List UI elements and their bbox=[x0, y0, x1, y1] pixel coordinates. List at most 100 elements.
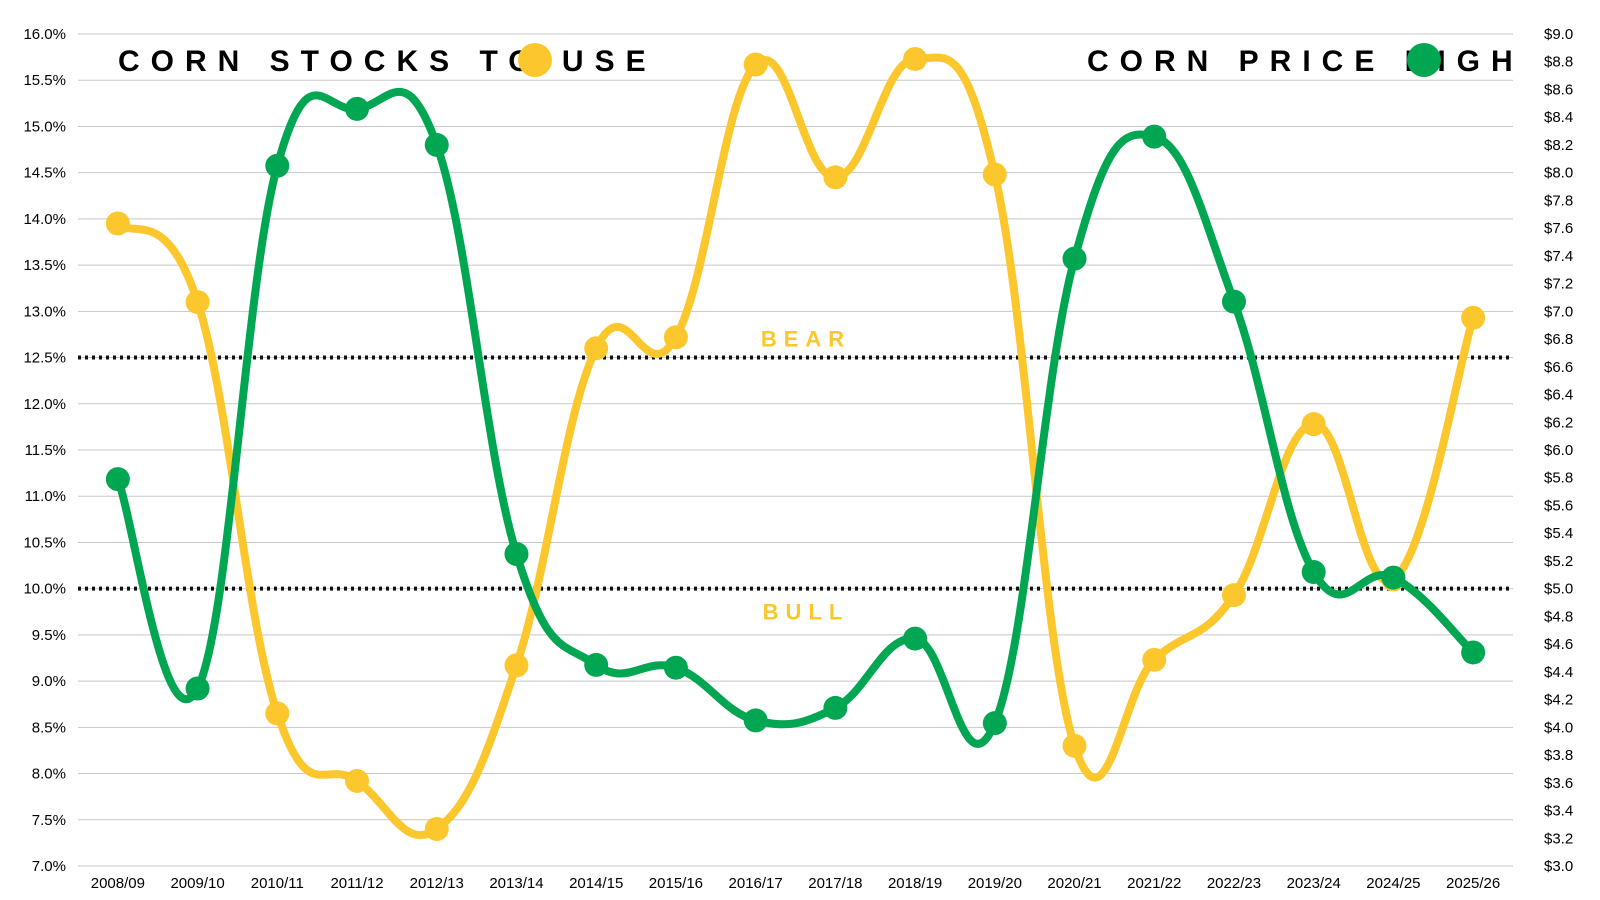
left-tick-label: 10.5% bbox=[23, 534, 66, 551]
right-tick-label: $6.4 bbox=[1544, 387, 1573, 404]
x-tick-label: 2020/21 bbox=[1047, 875, 1101, 892]
left-tick-label: 11.0% bbox=[25, 488, 66, 505]
data-point-corn-price-high bbox=[185, 676, 210, 701]
left-tick-label: 8.0% bbox=[32, 766, 66, 783]
data-point-corn-price-high bbox=[982, 711, 1007, 736]
data-point-corn-price-high bbox=[1221, 289, 1246, 314]
right-tick-label: $8.6 bbox=[1544, 81, 1573, 98]
right-tick-label: $4.2 bbox=[1544, 692, 1573, 709]
left-tick-label: 9.5% bbox=[32, 627, 66, 644]
right-tick-label: $3.0 bbox=[1544, 858, 1573, 875]
right-tick-label: $4.0 bbox=[1544, 719, 1573, 736]
x-tick-label: 2022/23 bbox=[1207, 875, 1261, 892]
right-tick-label: $7.6 bbox=[1544, 220, 1573, 237]
x-tick-label: 2017/18 bbox=[808, 875, 862, 892]
data-point-corn-price-high bbox=[1062, 246, 1087, 271]
left-tick-label: 14.0% bbox=[23, 211, 66, 228]
left-tick-label: 14.5% bbox=[23, 165, 66, 182]
left-tick-label: 13.0% bbox=[23, 303, 66, 320]
right-tick-label: $5.4 bbox=[1544, 525, 1573, 542]
left-tick-label: 10.0% bbox=[23, 581, 66, 598]
left-tick-label: 12.0% bbox=[23, 396, 66, 413]
data-point-corn-stocks-to-use bbox=[105, 211, 130, 236]
right-tick-label: $8.2 bbox=[1544, 137, 1573, 154]
x-tick-label: 2008/09 bbox=[91, 875, 145, 892]
x-tick-label: 2024/25 bbox=[1366, 875, 1420, 892]
right-tick-label: $8.4 bbox=[1544, 109, 1573, 126]
right-tick-label: $4.8 bbox=[1544, 608, 1573, 625]
right-tick-label: $6.8 bbox=[1544, 331, 1573, 348]
data-point-corn-stocks-to-use bbox=[584, 336, 609, 361]
right-tick-label: $5.8 bbox=[1544, 470, 1573, 487]
left-tick-label: 11.5% bbox=[25, 442, 66, 459]
left-tick-label: 15.0% bbox=[23, 118, 66, 135]
reference-lines: BEAR BULL bbox=[78, 327, 1513, 625]
x-tick-label: 2019/20 bbox=[968, 875, 1022, 892]
data-point-corn-stocks-to-use bbox=[1142, 647, 1167, 672]
right-tick-label: $5.6 bbox=[1544, 497, 1573, 514]
legend-price-label: CORN PRICE HIGH bbox=[1087, 45, 1524, 78]
right-tick-label: $3.8 bbox=[1544, 747, 1573, 764]
right-tick-label: $3.4 bbox=[1544, 803, 1573, 820]
x-tick-label: 2010/11 bbox=[251, 875, 304, 892]
x-tick-label: 2009/10 bbox=[170, 875, 224, 892]
x-tick-label: 2012/13 bbox=[410, 875, 464, 892]
data-point-corn-stocks-to-use bbox=[903, 46, 928, 71]
data-point-corn-stocks-to-use bbox=[1461, 305, 1486, 330]
data-point-corn-stocks-to-use bbox=[345, 768, 370, 793]
data-point-corn-stocks-to-use bbox=[424, 817, 449, 842]
right-tick-label: $8.8 bbox=[1544, 54, 1573, 71]
series-corn-price-high bbox=[105, 87, 1486, 748]
legend-stocks: CORN STOCKS TO USE bbox=[118, 43, 657, 78]
right-tick-label: $9.0 bbox=[1544, 26, 1573, 43]
zone-label-bear: BEAR bbox=[761, 327, 851, 352]
data-point-corn-stocks-to-use bbox=[823, 165, 848, 190]
x-tick-label: 2013/14 bbox=[489, 875, 543, 892]
data-point-corn-stocks-to-use bbox=[663, 325, 688, 350]
gridlines bbox=[78, 33, 1513, 867]
left-tick-label: 7.0% bbox=[32, 858, 66, 875]
right-tick-label: $3.2 bbox=[1544, 830, 1573, 847]
x-tick-label: 2023/24 bbox=[1287, 875, 1341, 892]
left-tick-label: 8.5% bbox=[32, 719, 66, 736]
data-point-corn-stocks-to-use bbox=[1221, 583, 1246, 608]
right-axis: $3.0 $3.2 $3.4 $3.6 $3.8 $4.0 $4.2 $4.4 $4.6 $4.8… bbox=[1544, 26, 1573, 875]
legend-stocks-label: CORN STOCKS TO USE bbox=[118, 45, 657, 78]
data-point-corn-price-high bbox=[1142, 124, 1167, 149]
data-point-corn-price-high bbox=[265, 153, 290, 178]
right-tick-label: $5.2 bbox=[1544, 553, 1573, 570]
x-tick-label: 2015/16 bbox=[649, 875, 703, 892]
data-point-corn-price-high bbox=[1461, 640, 1486, 665]
data-point-corn-price-high bbox=[584, 652, 609, 677]
x-tick-label: 2018/19 bbox=[888, 875, 942, 892]
data-point-corn-price-high bbox=[823, 695, 848, 720]
right-tick-label: $4.4 bbox=[1544, 664, 1573, 681]
right-tick-label: $4.6 bbox=[1544, 636, 1573, 653]
legend-price-dot bbox=[1407, 43, 1441, 77]
right-tick-label: $6.0 bbox=[1544, 442, 1573, 459]
data-point-corn-price-high bbox=[345, 96, 370, 121]
x-tick-label: 2011/12 bbox=[330, 875, 383, 892]
data-point-corn-price-high bbox=[1381, 565, 1406, 590]
legend-price: CORN PRICE HIGH bbox=[1087, 43, 1524, 78]
left-tick-label: 16.0% bbox=[23, 26, 66, 43]
right-tick-label: $7.2 bbox=[1544, 276, 1573, 293]
series-line-corn-price-high bbox=[113, 87, 1478, 748]
data-point-corn-price-high bbox=[1301, 560, 1326, 585]
data-point-corn-price-high bbox=[105, 467, 130, 492]
data-point-corn-price-high bbox=[504, 542, 529, 566]
x-tick-label: 2025/26 bbox=[1446, 875, 1500, 892]
right-tick-label: $7.0 bbox=[1544, 303, 1573, 320]
data-point-corn-price-high bbox=[663, 655, 688, 680]
data-point-corn-price-high bbox=[743, 708, 768, 733]
data-point-corn-price-high bbox=[903, 626, 928, 651]
left-tick-label: 13.5% bbox=[23, 257, 66, 274]
x-tick-label: 2014/15 bbox=[569, 875, 623, 892]
data-point-corn-stocks-to-use bbox=[185, 290, 210, 315]
left-tick-label: 9.0% bbox=[32, 673, 66, 690]
right-tick-label: $8.0 bbox=[1544, 165, 1573, 182]
left-tick-label: 15.5% bbox=[23, 72, 66, 89]
data-point-corn-stocks-to-use bbox=[1062, 733, 1087, 758]
series-corn-stocks-to-use bbox=[105, 46, 1486, 842]
